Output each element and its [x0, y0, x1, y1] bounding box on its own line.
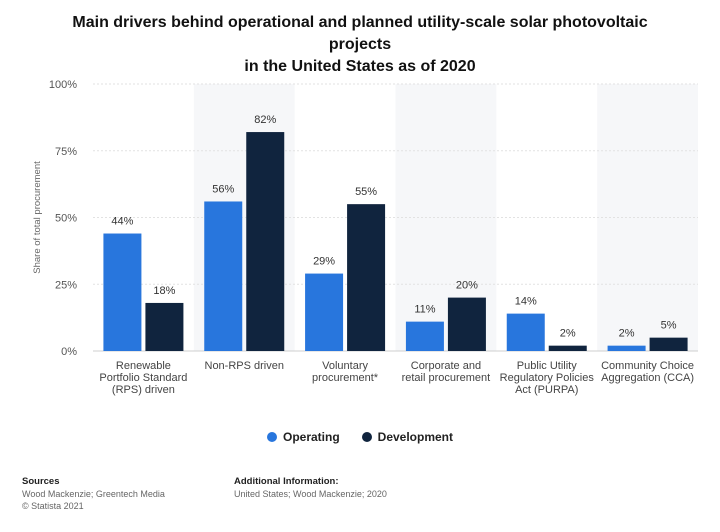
data-label: 5% — [661, 320, 677, 332]
category-label: Voluntary procurement* — [312, 360, 379, 384]
legend-label-operating: Operating — [282, 430, 340, 444]
data-label: 55% — [355, 186, 377, 198]
data-label: 18% — [153, 285, 175, 297]
y-tick-label: 0% — [61, 346, 77, 358]
bar-operating — [405, 321, 444, 351]
bar-development — [447, 297, 486, 351]
data-label: 14% — [515, 296, 537, 308]
bar-development — [347, 204, 386, 351]
legend: Operating Development — [0, 430, 720, 444]
bar-development — [145, 302, 184, 351]
bar-development — [649, 337, 688, 351]
chart-title: Main drivers behind operational and plan… — [40, 12, 680, 78]
bar-development — [548, 345, 587, 351]
bar-operating — [305, 273, 344, 351]
data-label: 44% — [111, 216, 133, 228]
additional-info-header: Additional Information: — [234, 476, 339, 487]
data-label: 11% — [414, 304, 435, 316]
y-tick-label: 75% — [55, 146, 77, 158]
y-tick-label: 100% — [49, 79, 77, 91]
bar-chart: 0% 25% 50% 75% 100% Share of total procuremen… — [32, 79, 698, 396]
footer-additional-info: Additional Information: United States; W… — [234, 476, 387, 500]
data-label: 56% — [212, 183, 234, 195]
category-label: Community Choice Aggregation (CCA) — [601, 360, 694, 384]
data-label: 2% — [619, 328, 635, 340]
bar-development — [246, 132, 285, 351]
bar-operating — [103, 233, 142, 351]
legend-item-development[interactable]: Development — [361, 430, 454, 444]
legend-item-operating[interactable]: Operating — [266, 430, 340, 444]
sources-header: Sources — [22, 476, 60, 487]
category-label: Renewable Portfolio Standard (RPS) driven — [99, 360, 187, 396]
category-label: Non-RPS driven — [205, 360, 284, 372]
copyright-text: © Statista 2021 — [22, 501, 84, 511]
chart-title-line-1: Main drivers behind operational and plan… — [72, 14, 648, 53]
data-label: 2% — [560, 328, 576, 340]
category-label: Corporate and retail procurement — [402, 360, 491, 384]
legend-swatch-development — [361, 432, 372, 442]
y-axis-title: Share of total procurement — [32, 161, 43, 274]
sources-text: Wood Mackenzie; Greentech Media — [22, 489, 165, 499]
data-label: 82% — [254, 114, 276, 126]
bar-operating — [506, 313, 545, 351]
additional-info-text: United States; Wood Mackenzie; 2020 — [234, 489, 387, 499]
y-tick-label: 50% — [55, 213, 77, 225]
legend-swatch-operating — [266, 432, 277, 442]
category-label: Public Utility Regulatory Policies Act (PU… — [500, 360, 595, 396]
data-label: 29% — [313, 256, 335, 268]
data-label: 20% — [456, 280, 478, 292]
legend-label-development: Development — [377, 430, 454, 444]
y-tick-label: 25% — [55, 279, 77, 291]
bar-operating — [607, 345, 646, 351]
bar-operating — [204, 201, 243, 351]
footer-sources: Sources Wood Mackenzie; Greentech Media … — [22, 476, 165, 512]
chart-title-line-2: in the United States as of 2020 — [244, 58, 476, 75]
